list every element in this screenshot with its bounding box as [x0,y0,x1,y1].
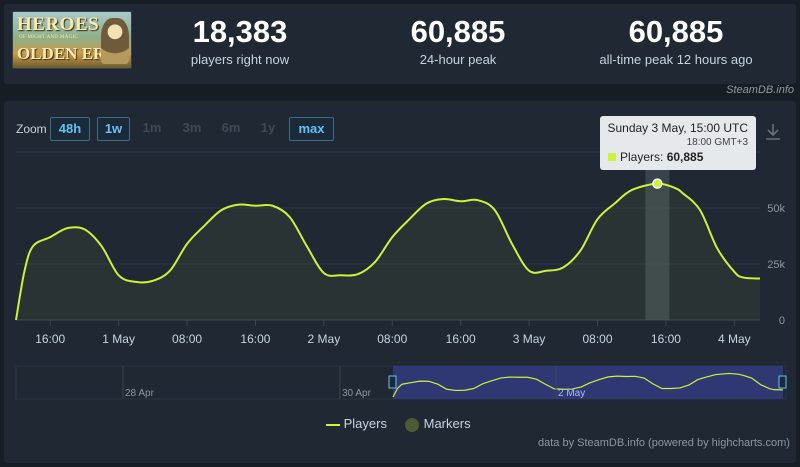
tooltip-value: 60,885 [666,150,704,164]
zoom-6m-button[interactable]: 6m [221,120,241,135]
brand-label[interactable]: SteamDB.info [726,84,794,96]
stat-label: 24-hour peak [419,52,497,67]
zoom-1y-button[interactable]: 1y [260,120,276,135]
zoom-max-button[interactable]: max [289,117,334,141]
navigator-handle[interactable] [778,375,787,389]
stat-value: 18,383 [192,14,288,49]
x-tick-label: 08:00 [583,332,613,346]
current-players-stat: 18,383 players right now [140,14,340,67]
legend-players-label: Players [343,416,387,431]
navigator-label: 28 Apr [125,388,155,399]
tooltip-value-row: Players: 60,885 [608,150,703,164]
day-peak-stat: 60,885 24-hour peak [358,14,558,67]
x-tick-label: 1 May [102,332,135,346]
stats-bar [4,4,796,84]
zoom-48h-button[interactable]: 48h [50,117,90,141]
zoom-3m-button[interactable]: 3m [182,120,202,135]
game-logo-title: HEROES [17,14,100,35]
download-icon[interactable] [764,122,782,142]
game-cover-image[interactable]: HEROES OF MIGHT AND MAGIC OLDEN ERA [12,11,132,69]
rider-illustration-icon [101,18,129,64]
x-tick-label: 16:00 [446,332,476,346]
series-color-icon [608,153,616,161]
y-tick-label: 25k [767,259,785,271]
legend-players[interactable]: Players [326,416,387,431]
game-logo-era: OLDEN ERA [17,44,118,63]
zoom-1w-button[interactable]: 1w [97,117,130,141]
highlighted-point [652,178,663,189]
navigator-label: 30 Apr [342,388,372,399]
tooltip-series: Players [620,150,661,164]
game-logo-subtitle: OF MIGHT AND MAGIC [19,35,79,40]
chart-tooltip: Sunday 3 May, 15:00 UTC 18:00 GMT+3 Play… [600,116,756,170]
zoom-1m-button[interactable]: 1m [142,120,162,135]
x-axis-ticks: 16:00 1 May 08:00 16:00 2 May 08:00 16:00 3 May… [35,320,751,346]
x-tick-label: 4 May [718,332,751,346]
x-tick-label: 16:00 [240,332,270,346]
stat-value: 60,885 [628,14,724,49]
tooltip-date: Sunday 3 May, 15:00 UTC [607,121,748,135]
stat-value: 60,885 [410,14,506,49]
legend-markers[interactable]: Markers [404,416,471,433]
navigator-label: 2 May [558,388,585,399]
y-tick-label: 50k [767,203,785,215]
all-time-peak-stat: 60,885 all-time peak 12 hours ago [576,14,776,67]
tooltip-local-time: 18:00 GMT+3 [686,137,748,148]
x-tick-label: 16:00 [35,332,65,346]
chart-grid [16,151,760,321]
chart-credit[interactable]: data by SteamDB.info (powered by highcha… [538,437,790,449]
x-tick-label: 08:00 [377,332,407,346]
players-area [16,183,760,320]
y-axis-ticks: 0 25k 50k [767,203,785,327]
navigator-selection [393,366,783,399]
navigator-line [392,372,784,398]
x-tick-label: 08:00 [172,332,202,346]
zoom-label: Zoom [16,122,47,136]
x-tick-label: 3 May [513,332,546,346]
stat-label: all-time peak 12 hours ago [599,52,753,67]
legend-markers-label: Markers [423,416,471,431]
stat-label: players right now [190,52,290,67]
navigator-handle[interactable] [388,375,397,389]
y-tick-label: 0 [779,315,785,327]
players-line [15,182,761,321]
x-tick-label: 16:00 [651,332,681,346]
x-tick-label: 2 May [308,332,341,346]
line-swatch-icon [326,423,340,426]
marker-dot-icon [405,417,419,432]
navigator: 28 Apr 30 Apr 2 May [15,365,787,400]
